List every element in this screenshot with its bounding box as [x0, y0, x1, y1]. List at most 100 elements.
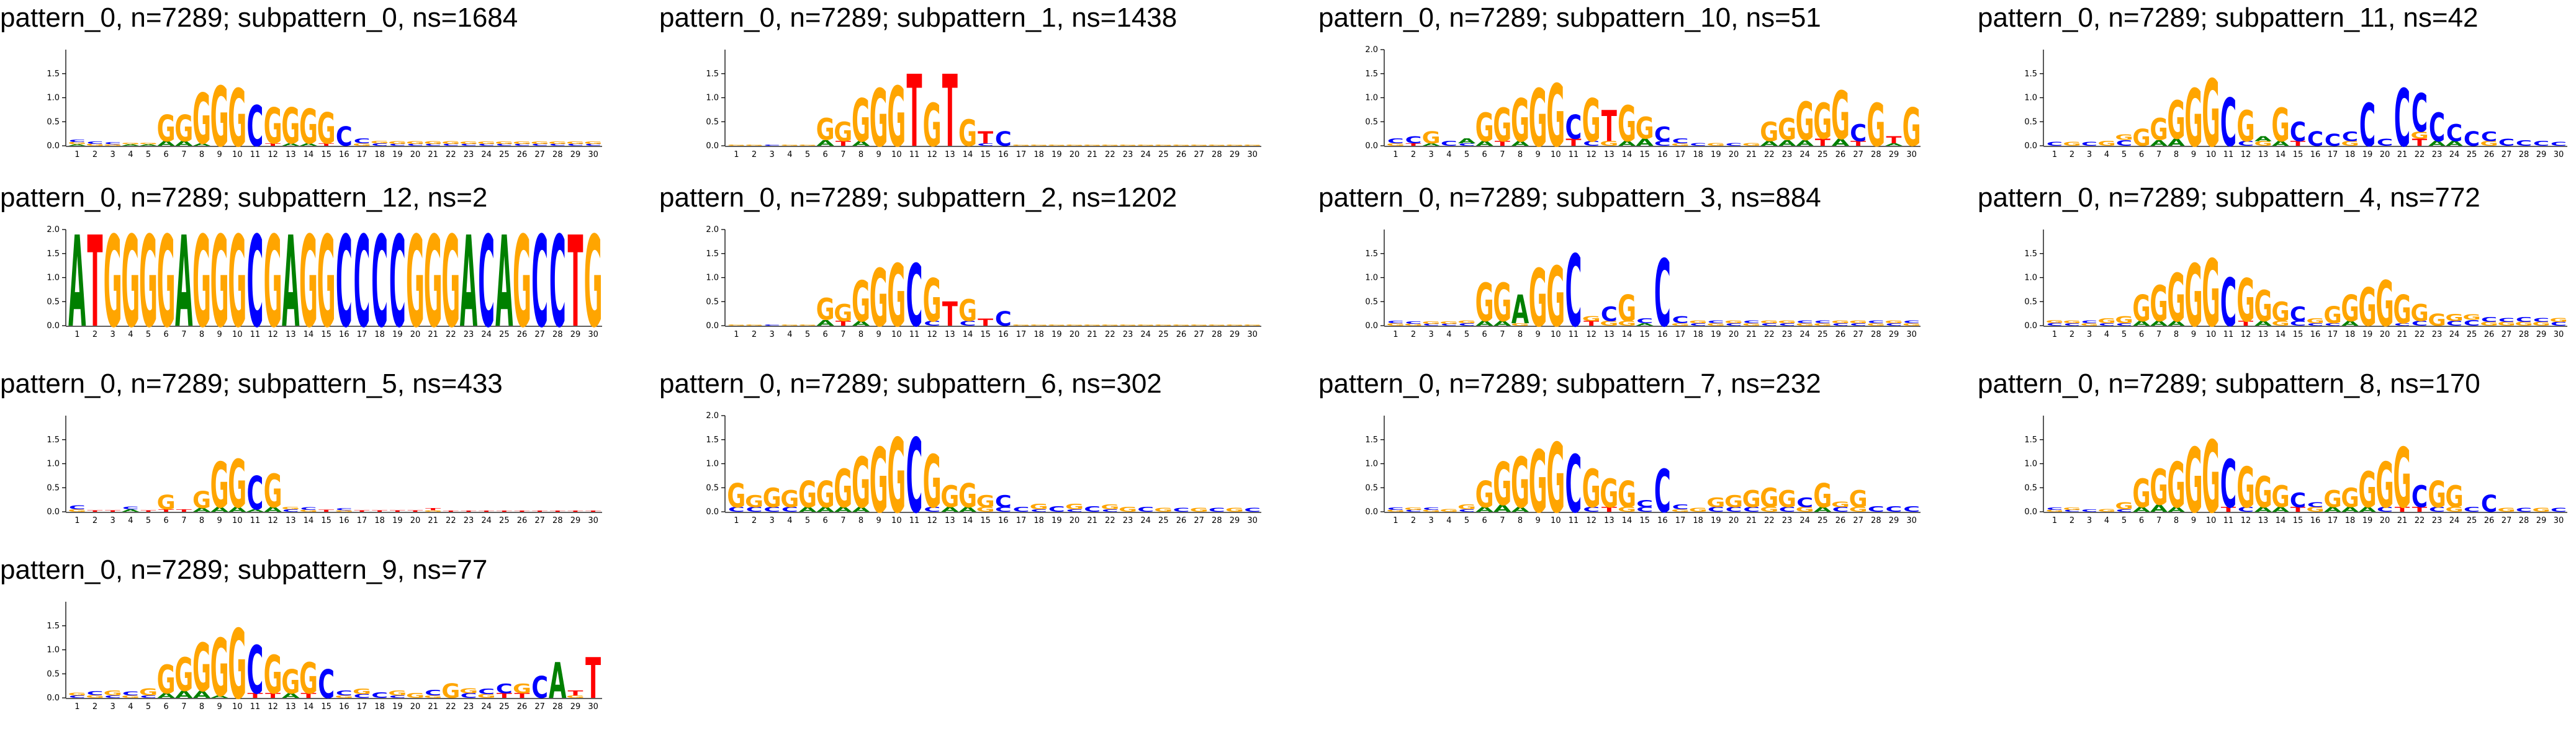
x-tick-label: 18: [374, 150, 385, 159]
logo-letter-C: C: [2064, 509, 2080, 512]
panel-title: pattern_0, n=7289; subpattern_11, ns=42: [1978, 2, 2479, 33]
y-tick-label: 0.0: [1365, 507, 1378, 517]
x-tick-label: 26: [1835, 330, 1846, 339]
x-tick-label: 27: [1194, 516, 1204, 525]
logo-letter-G: G: [763, 483, 781, 514]
logo-letter-G: G: [281, 663, 300, 701]
logo-letter-C: C: [282, 509, 299, 512]
x-tick-label: 22: [446, 330, 456, 339]
x-tick-label: 18: [1034, 330, 1044, 339]
logo-letter-C: C: [977, 143, 994, 146]
x-tick-label: 18: [1693, 516, 1703, 525]
panel-title: pattern_0, n=7289; subpattern_9, ns=77: [0, 555, 488, 585]
logo-letter-A: A: [282, 143, 300, 146]
logo-letter-T: T: [515, 511, 530, 512]
x-tick-label: 16: [339, 702, 349, 712]
x-tick-label: 12: [1586, 516, 1596, 525]
x-tick-label: 3: [1429, 330, 1434, 339]
x-tick-label: 16: [1657, 330, 1668, 339]
logo-letter-G: G: [1671, 509, 1690, 512]
x-tick-label: 23: [1123, 330, 1133, 339]
logo-letter-G: G: [1582, 315, 1601, 323]
x-tick-label: 20: [1070, 330, 1080, 339]
x-tick-label: 22: [446, 702, 456, 712]
logo-letter-C: C: [2551, 141, 2567, 147]
x-tick-label: 23: [1123, 150, 1133, 159]
x-tick-label: 23: [2432, 516, 2443, 525]
logo-letter-A: A: [175, 210, 192, 356]
logo-letter-G: G: [2167, 91, 2185, 151]
logo-letter-G: G: [1529, 253, 1547, 345]
logo-panel: pattern_0, n=7289; subpattern_11, ns=42 …: [1978, 0, 2576, 180]
logo-letter-G: G: [2184, 73, 2202, 165]
y-tick-label: 2.0: [1365, 45, 1378, 55]
logo-letter-G: G: [1422, 128, 1441, 148]
x-tick-label: 3: [770, 150, 775, 159]
logo-letter-G: G: [139, 686, 158, 698]
logo-letter-C: C: [1850, 120, 1867, 146]
logo-letter-G: G: [531, 141, 549, 145]
x-tick-label: 1: [734, 330, 739, 339]
x-tick-label: 19: [392, 330, 403, 339]
x-tick-label: 10: [891, 150, 902, 159]
logo-letter-T: T: [301, 692, 317, 700]
x-tick-label: 20: [1729, 330, 1739, 339]
x-tick-label: 8: [858, 330, 863, 339]
logo-letter-C: C: [2429, 105, 2445, 151]
logo-letter-G: G: [228, 73, 246, 165]
logo-letter-G: G: [1172, 324, 1191, 326]
x-tick-label: 30: [588, 330, 598, 339]
logo-letter-G: G: [2532, 321, 2550, 327]
logo-letter-C: C: [1726, 323, 1742, 326]
logo-letter-G: G: [1671, 143, 1690, 146]
logo-panel: pattern_0, n=7289; subpattern_5, ns=433 …: [0, 366, 621, 546]
x-tick-label: 10: [2206, 150, 2217, 159]
logo-letter-C: C: [1066, 509, 1083, 512]
logo-letter-G: G: [1849, 486, 1868, 512]
y-tick-label: 1.5: [47, 69, 60, 79]
logo-panel: pattern_0, n=7289; subpattern_6, ns=302 …: [659, 366, 1280, 546]
logo-letter-C: C: [1672, 314, 1689, 326]
logo-letter-G: G: [1760, 506, 1778, 514]
x-tick-label: 7: [2156, 516, 2161, 525]
x-tick-label: 19: [1052, 150, 1062, 159]
logo-letter-T: T: [2290, 140, 2305, 148]
logo-letter-C: C: [1565, 108, 1582, 146]
y-tick-label: 2.0: [706, 411, 719, 421]
logo-letter-C: C: [1244, 507, 1261, 513]
x-tick-label: 6: [2139, 330, 2144, 339]
logo-letter-C: C: [478, 210, 495, 356]
x-tick-label: 6: [164, 330, 169, 339]
panel-title: pattern_0, n=7289; subpattern_3, ns=884: [1318, 182, 1821, 213]
logo-letter-G: G: [68, 509, 86, 512]
x-tick-label: 23: [2432, 330, 2443, 339]
logo-letter-T: T: [158, 509, 174, 512]
x-tick-label: 8: [2174, 516, 2179, 525]
logo-letter-G: G: [495, 141, 513, 145]
logo-letter-C: C: [1387, 138, 1404, 145]
panel-title: pattern_0, n=7289; subpattern_5, ns=433: [0, 368, 503, 399]
x-tick-label: 27: [1853, 516, 1863, 525]
logo-letter-A: A: [2133, 320, 2150, 328]
x-tick-label: 14: [2276, 150, 2286, 159]
logo-letter-G: G: [121, 695, 140, 699]
logo-letter-C: C: [2238, 140, 2254, 148]
x-tick-label: 29: [2536, 150, 2547, 159]
logo-letter-G: G: [1546, 424, 1565, 535]
logo-letter-T: T: [2290, 506, 2305, 514]
x-tick-label: 12: [927, 150, 937, 159]
x-tick-label: 22: [446, 150, 456, 159]
x-tick-label: 9: [2191, 330, 2196, 339]
x-tick-label: 20: [410, 330, 421, 339]
logo-letter-C: C: [443, 143, 459, 146]
x-tick-label: 19: [1711, 150, 1721, 159]
x-tick-label: 15: [321, 330, 331, 339]
x-tick-label: 25: [499, 150, 510, 159]
logo-letter-C: C: [1886, 505, 1903, 514]
logo-letter-G: G: [887, 417, 906, 537]
logo-letter-C: C: [69, 504, 86, 511]
